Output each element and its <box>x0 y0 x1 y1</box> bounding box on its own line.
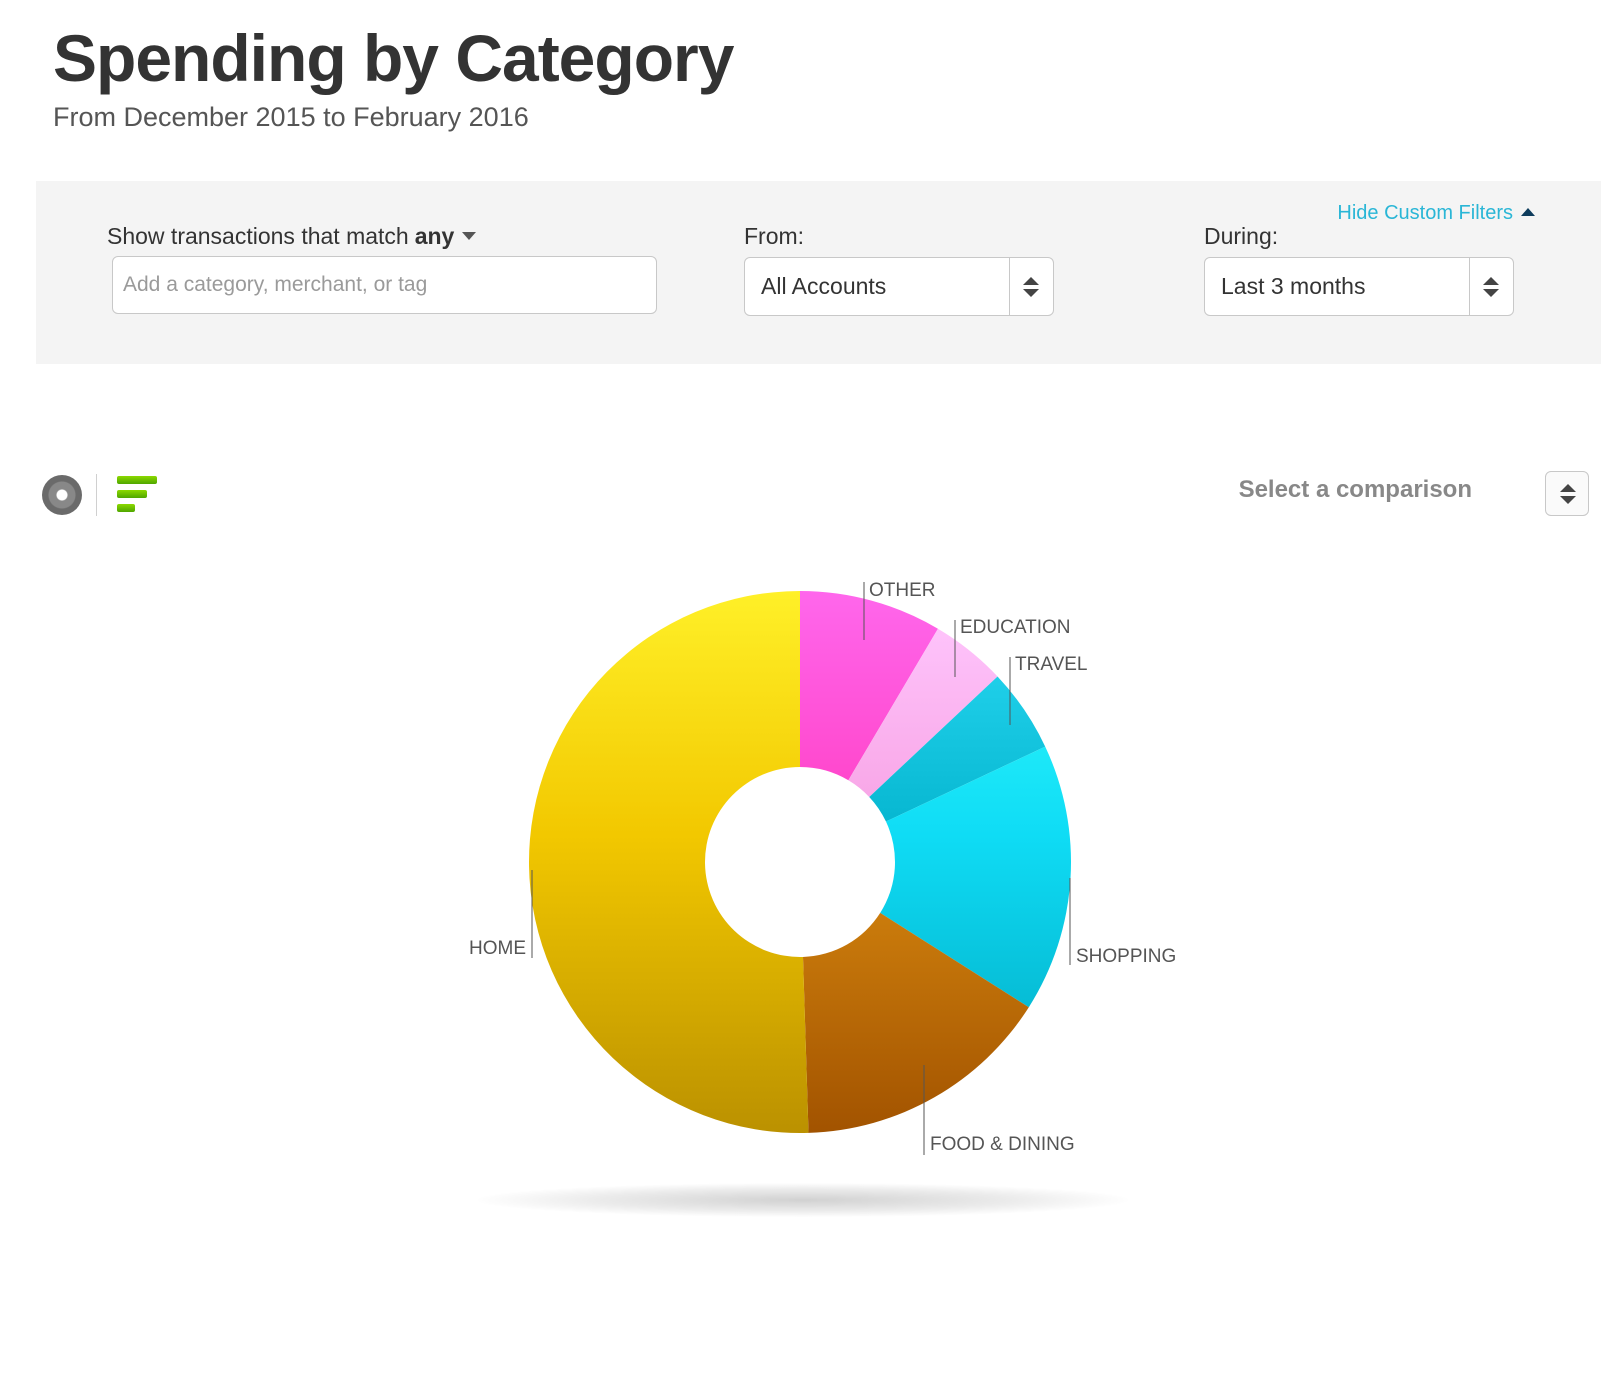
slice-label: FOOD & DINING <box>930 1134 1075 1155</box>
bar-chart-icon[interactable] <box>117 476 159 514</box>
slice-label: TRAVEL <box>1015 654 1088 675</box>
slice-label: EDUCATION <box>960 617 1070 638</box>
accounts-select[interactable]: All Accounts <box>744 257 1054 316</box>
match-filter-label: Show transactions that match any <box>107 223 477 250</box>
donut-slice-shopping[interactable] <box>880 746 1072 1008</box>
comparison-select[interactable] <box>1545 471 1589 516</box>
select-arrows-icon <box>1469 258 1513 315</box>
arrow-up-icon <box>1560 484 1576 492</box>
caret-up-icon <box>1521 208 1535 216</box>
slice-label: SHOPPING <box>1076 946 1176 967</box>
accounts-select-value: All Accounts <box>761 273 887 299</box>
hide-custom-filters-label: Hide Custom Filters <box>1337 202 1513 224</box>
arrow-down-icon <box>1560 496 1576 504</box>
donut-slice-food-dining[interactable] <box>802 912 1029 1133</box>
match-any-dropdown[interactable]: any <box>415 223 477 249</box>
match-label-text: Show transactions that match <box>107 223 409 249</box>
page-subtitle: From December 2015 to February 2016 <box>53 102 529 132</box>
match-any-value: any <box>414 223 455 249</box>
from-label: From: <box>744 223 805 249</box>
select-arrows-icon <box>1009 258 1053 315</box>
caret-down-icon <box>462 232 477 240</box>
donut-slice-other[interactable] <box>800 591 938 781</box>
chart-shadow <box>478 1183 1128 1217</box>
donut-slice-travel[interactable] <box>869 676 1046 822</box>
donut-slice-home[interactable] <box>529 591 809 1133</box>
date-range-select-value: Last 3 months <box>1221 273 1366 299</box>
hide-custom-filters-link[interactable]: Hide Custom Filters <box>1337 202 1535 225</box>
date-range-select[interactable]: Last 3 months <box>1204 257 1514 316</box>
donut-slice-education[interactable] <box>848 628 998 797</box>
custom-filters-panel: Hide Custom Filters Show transactions th… <box>36 181 1601 364</box>
during-label: During: <box>1204 223 1279 249</box>
slice-label: HOME <box>469 938 526 959</box>
category-search-input[interactable] <box>112 256 657 314</box>
toggle-divider <box>96 474 97 516</box>
donut-chart-icon[interactable] <box>42 475 82 515</box>
slice-label: OTHER <box>869 580 936 601</box>
comparison-label[interactable]: Select a comparison <box>1238 476 1472 503</box>
page-title: Spending by Category <box>53 21 734 95</box>
